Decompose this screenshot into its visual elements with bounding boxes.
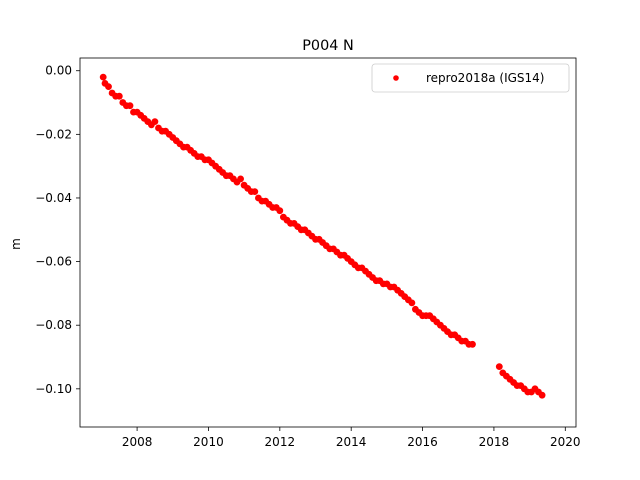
x-tick-label: 2016: [407, 435, 438, 449]
x-tick-label: 2020: [550, 435, 581, 449]
y-axis-ticks: 0.00 −0.02 −0.04 −0.06 −0.08 −0.10: [35, 64, 80, 396]
y-tick-label: 0.00: [45, 64, 72, 78]
plot-frame: [79, 57, 577, 428]
data-point: [495, 363, 503, 370]
data-point: [251, 188, 259, 196]
x-tick-label: 2012: [265, 435, 296, 449]
legend-marker: [393, 75, 399, 81]
x-tick-label: 2014: [336, 435, 367, 449]
y-tick-label: −0.10: [35, 382, 72, 396]
x-tick-label: 2010: [193, 435, 224, 449]
data-point: [151, 118, 159, 125]
data-point: [105, 83, 112, 90]
y-tick-label: −0.04: [35, 191, 72, 205]
data-point: [99, 73, 107, 81]
y-tick-label: −0.02: [35, 127, 72, 141]
x-axis-ticks: 2008 2010 2012 2014 2016 2018 2020: [122, 427, 581, 449]
legend-box: [371, 63, 570, 93]
legend: repro2018a (IGS14): [371, 63, 570, 93]
data-points: [99, 73, 546, 399]
x-tick-label: 2018: [479, 435, 510, 449]
x-tick-label: 2008: [122, 435, 153, 449]
data-point: [469, 340, 476, 348]
chart-title: P004 N: [302, 38, 354, 54]
data-point: [538, 391, 546, 399]
data-point: [276, 207, 284, 215]
data-point: [237, 175, 245, 183]
data-point: [408, 299, 416, 307]
legend-label: repro2018a (IGS14): [426, 71, 544, 85]
y-tick-label: −0.08: [35, 318, 72, 332]
data-point: [115, 92, 123, 100]
y-axis-label: m: [9, 238, 23, 250]
data-point: [126, 102, 134, 110]
y-tick-label: −0.06: [35, 255, 72, 269]
